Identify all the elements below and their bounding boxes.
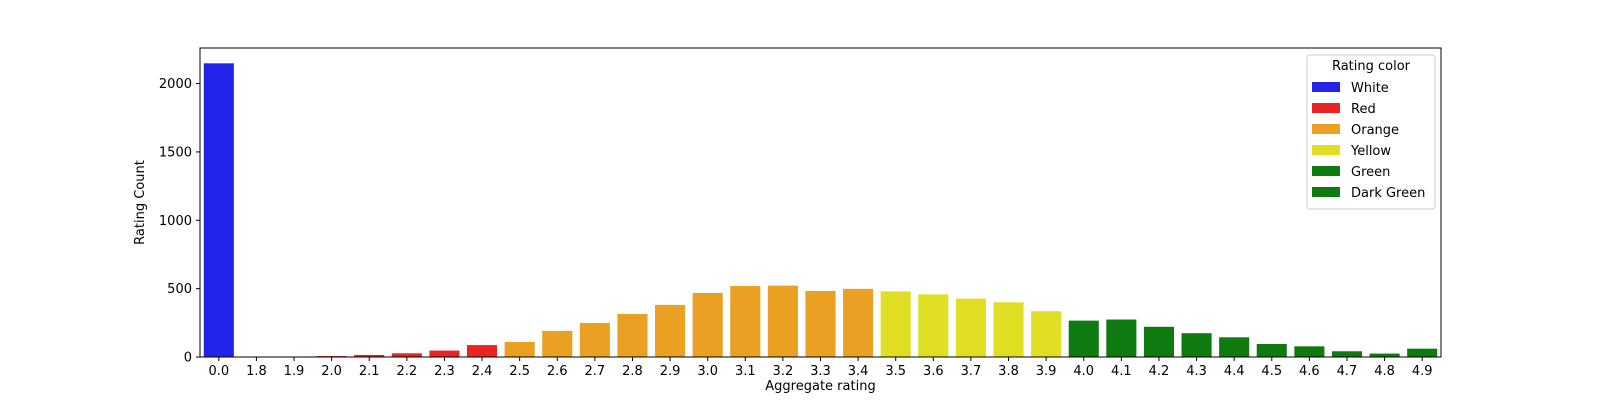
x-tick-label: 2.8 (622, 364, 643, 379)
x-tick-label: 3.6 (923, 364, 944, 379)
bar-4.3 (1182, 333, 1212, 357)
bar-3.3 (805, 291, 835, 357)
x-tick-label: 3.4 (848, 364, 869, 379)
legend-label: Orange (1351, 123, 1399, 138)
bar-2.8 (617, 314, 647, 357)
x-tick-label: 3.1 (735, 364, 756, 379)
legend-title: Rating color (1332, 59, 1411, 74)
bar-3.5 (881, 291, 911, 357)
x-tick-label: 4.3 (1186, 364, 1207, 379)
bar-2.7 (580, 323, 610, 357)
legend-swatch (1312, 103, 1340, 113)
bar-3.6 (918, 294, 948, 357)
legend-swatch (1312, 124, 1340, 134)
legend-label: White (1351, 81, 1389, 96)
bar-3.4 (843, 289, 873, 357)
bar-3.7 (956, 299, 986, 357)
bar-3.8 (993, 302, 1023, 357)
legend-label: Yellow (1350, 144, 1391, 159)
bar-2.6 (542, 331, 572, 357)
x-tick-label: 4.4 (1224, 364, 1245, 379)
x-tick-label: 3.9 (1036, 364, 1057, 379)
y-axis-label: Rating Count (133, 160, 148, 245)
x-tick-label: 4.9 (1412, 364, 1433, 379)
legend: Rating color White Red Orange Yellow Green Da… (1307, 55, 1435, 209)
x-axis-ticks: 0.0 1.8 1.9 2.0 2.1 2.2 2.3 2.4 2.5 2.6 2.7 2.8 2.9 3… (208, 357, 1432, 379)
x-tick-label: 2.6 (547, 364, 568, 379)
bar-4.5 (1257, 344, 1287, 357)
legend-swatch (1312, 166, 1340, 176)
y-tick-label: 2000 (159, 77, 192, 92)
x-tick-label: 1.8 (246, 364, 267, 379)
bar-4.1 (1106, 320, 1136, 357)
x-tick-label: 2.1 (359, 364, 380, 379)
legend-swatch (1312, 82, 1340, 92)
x-tick-label: 4.1 (1111, 364, 1132, 379)
bars-layer (204, 63, 1437, 357)
y-tick-label: 1000 (159, 214, 192, 229)
x-tick-label: 4.7 (1337, 364, 1358, 379)
x-tick-label: 3.0 (697, 364, 718, 379)
bar-2.4 (467, 345, 497, 357)
bar-4.9 (1407, 349, 1437, 357)
bar-2.2 (392, 353, 422, 357)
x-tick-label: 3.3 (810, 364, 831, 379)
x-tick-label: 4.2 (1149, 364, 1170, 379)
legend-swatch (1312, 187, 1340, 197)
bar-3.1 (730, 286, 760, 357)
y-axis-ticks: 0 500 1000 1500 2000 (159, 77, 200, 365)
bar-2.5 (505, 342, 535, 357)
x-tick-label: 0.0 (208, 364, 229, 379)
legend-label: Green (1351, 165, 1390, 180)
bar-4.0 (1069, 321, 1099, 357)
x-tick-label: 2.2 (396, 364, 417, 379)
bar-3.9 (1031, 311, 1061, 357)
bar-3.0 (693, 293, 723, 357)
x-tick-label: 2.7 (585, 364, 606, 379)
x-axis-label: Aggregate rating (765, 379, 875, 394)
x-tick-label: 3.5 (885, 364, 906, 379)
bar-2.3 (429, 351, 459, 357)
x-tick-label: 4.8 (1374, 364, 1395, 379)
legend-label: Red (1351, 102, 1376, 117)
x-tick-label: 3.2 (773, 364, 794, 379)
y-tick-label: 0 (184, 351, 192, 366)
x-tick-label: 2.3 (434, 364, 455, 379)
legend-swatch (1312, 145, 1340, 155)
x-tick-label: 4.5 (1261, 364, 1282, 379)
bar-4.6 (1294, 346, 1324, 357)
bar-4.8 (1370, 354, 1400, 357)
x-tick-label: 2.4 (472, 364, 493, 379)
x-tick-label: 1.9 (284, 364, 305, 379)
x-tick-label: 2.0 (321, 364, 342, 379)
y-tick-label: 1500 (159, 145, 192, 160)
x-tick-label: 3.7 (961, 364, 982, 379)
legend-label: Dark Green (1351, 186, 1425, 201)
y-tick-label: 500 (167, 282, 192, 297)
x-tick-label: 3.8 (998, 364, 1019, 379)
bar-4.7 (1332, 351, 1362, 357)
bar-3.2 (768, 286, 798, 357)
bar-4.2 (1144, 327, 1174, 357)
x-tick-label: 2.5 (509, 364, 530, 379)
x-tick-label: 2.9 (660, 364, 681, 379)
x-tick-label: 4.0 (1073, 364, 1094, 379)
x-tick-label: 4.6 (1299, 364, 1320, 379)
bar-4.4 (1219, 337, 1249, 357)
bar-2.9 (655, 305, 685, 357)
bar-0.0 (204, 63, 234, 357)
